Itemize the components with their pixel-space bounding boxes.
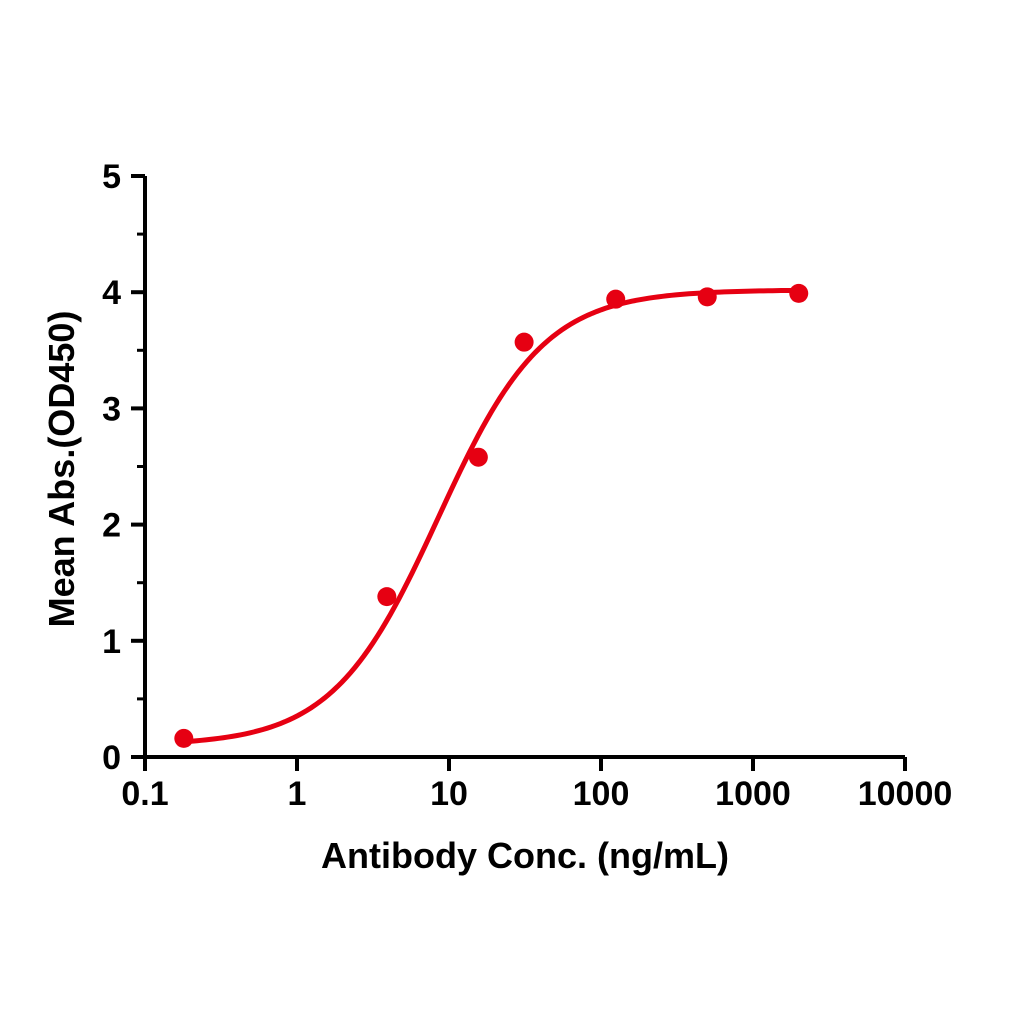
y-axis: 0 1 2 3 4 5 bbox=[102, 158, 145, 777]
x-tick-label: 10000 bbox=[858, 775, 953, 813]
fit-curve bbox=[181, 287, 802, 745]
x-axis: 0.1 1 10 100 1000 10000 bbox=[121, 757, 952, 813]
data-point bbox=[514, 332, 534, 352]
y-tick-label: 2 bbox=[102, 507, 121, 545]
x-axis-title: Antibody Conc. (ng/mL) bbox=[321, 835, 729, 876]
data-point bbox=[789, 283, 809, 303]
data-point bbox=[468, 447, 488, 467]
y-tick-label: 0 bbox=[102, 739, 121, 777]
x-tick-label: 1 bbox=[288, 775, 307, 813]
y-axis-title: Mean Abs.(OD450) bbox=[41, 310, 82, 628]
x-tick-label: 100 bbox=[573, 775, 630, 813]
x-tick-label: 1000 bbox=[715, 775, 791, 813]
data-point bbox=[377, 587, 397, 607]
data-point bbox=[606, 289, 626, 309]
x-tick-label: 10 bbox=[430, 775, 468, 813]
x-tick-label: 0.1 bbox=[121, 775, 168, 813]
y-tick-label: 1 bbox=[102, 623, 121, 661]
y-tick-label: 5 bbox=[102, 158, 121, 196]
data-point bbox=[174, 728, 194, 748]
y-tick-label: 3 bbox=[102, 390, 121, 428]
axes bbox=[143, 176, 905, 759]
data-points bbox=[174, 283, 809, 748]
y-tick-label: 4 bbox=[102, 274, 121, 312]
data-point bbox=[697, 287, 717, 307]
